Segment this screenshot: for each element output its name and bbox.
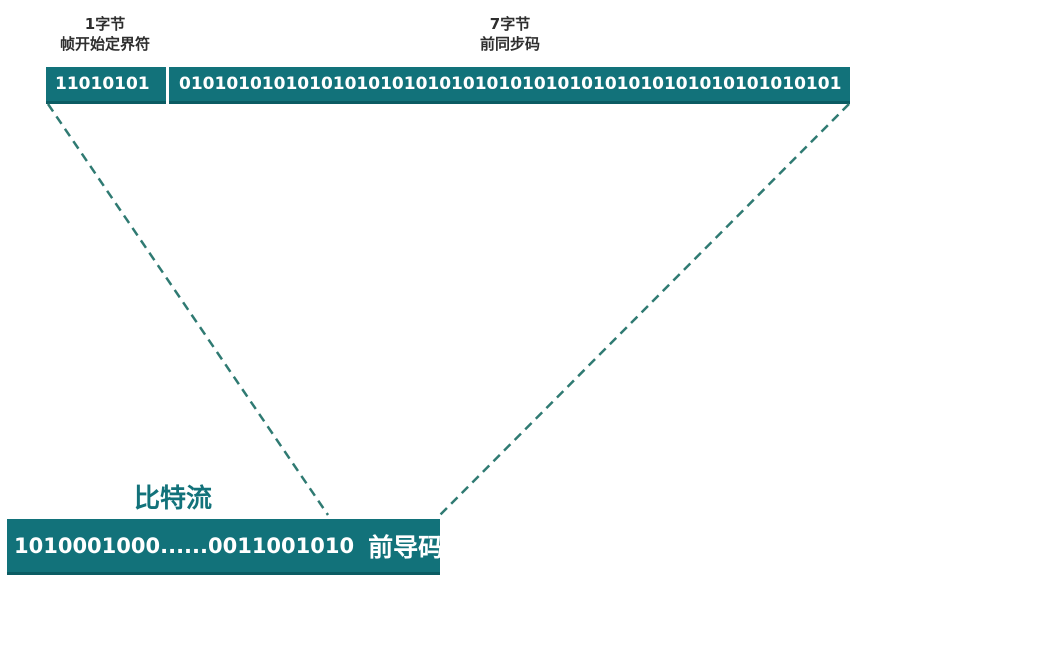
sfd-name-label: 帧开始定界符 bbox=[59, 35, 150, 53]
bitstream-title: 比特流 bbox=[133, 484, 212, 514]
preamble-label: 7字节 前同步码 bbox=[170, 14, 850, 54]
preamble-name-label: 前同步码 bbox=[479, 35, 540, 53]
sfd-field: 11010101 bbox=[46, 67, 166, 104]
right-connector-line bbox=[437, 103, 850, 518]
bitstream-bar: 1010001000......0011001010 前导码 bbox=[7, 519, 440, 575]
sfd-label: 1字节 帧开始定界符 bbox=[40, 14, 170, 54]
preamble-size-label: 7字节 bbox=[489, 15, 531, 33]
preamble-field: 0101010101010101010101010101010101010101… bbox=[169, 67, 850, 104]
sfd-bits: 11010101 bbox=[55, 74, 150, 94]
sfd-size-label: 1字节 bbox=[84, 15, 126, 33]
left-connector-line bbox=[46, 103, 330, 516]
preamble-tag: 前导码 bbox=[368, 532, 440, 562]
preamble-bits: 0101010101010101010101010101010101010101… bbox=[179, 74, 842, 94]
bitstream-bits: 1010001000......0011001010 bbox=[14, 533, 355, 558]
